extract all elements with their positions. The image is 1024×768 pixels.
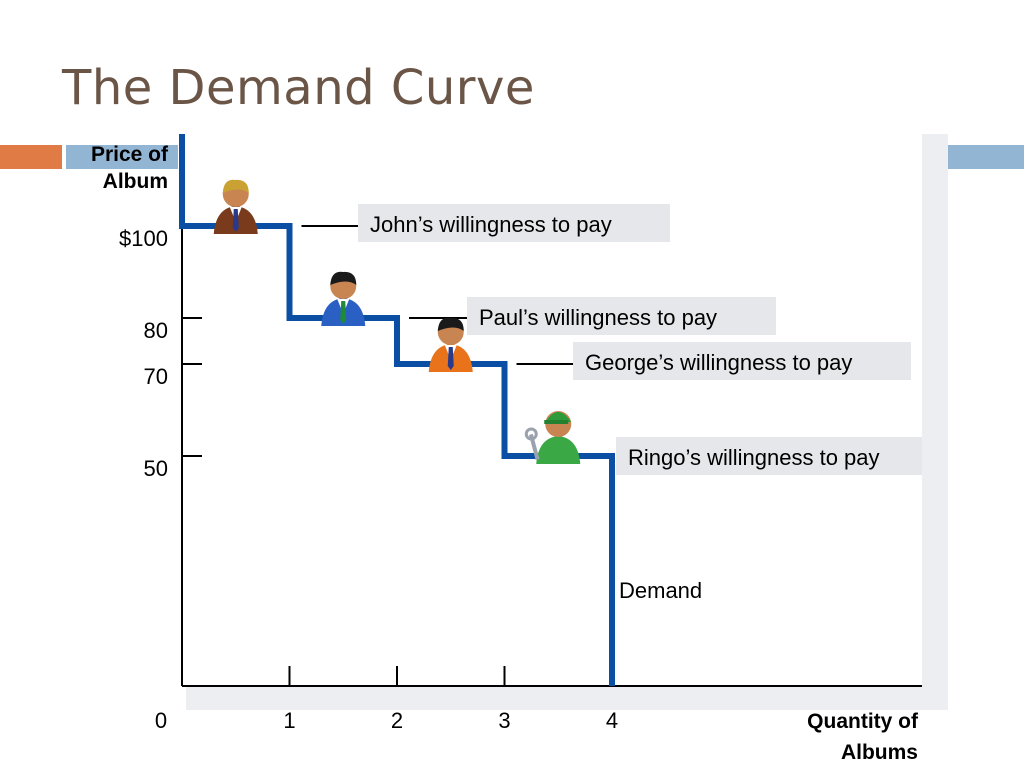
x-tick-label-3: 3 (498, 708, 510, 733)
accent-bar-right (948, 145, 1024, 169)
paul-wtp-label: Paul’s willingness to pay (467, 297, 776, 335)
y-tick-label-100: $100 (119, 226, 168, 251)
y-tick-label-80: 80 (144, 318, 168, 343)
businessman-orange-suit-icon (428, 317, 473, 372)
businessman-blue-suit-icon (321, 271, 366, 326)
x-tick-label-4: 4 (606, 708, 618, 733)
mechanic-green-icon (524, 411, 581, 464)
businessman-brown-suit-icon (213, 179, 258, 234)
x-tick-label-2: 2 (391, 708, 403, 733)
slide-title: The Demand Curve (62, 60, 535, 116)
y-tick-label-50: 50 (144, 456, 168, 481)
y-axis-label: Price of Album (90, 143, 168, 193)
x-tick-label-0: 0 (155, 708, 167, 733)
george-wtp-label: George’s willingness to pay (573, 342, 911, 380)
x-tick-label-1: 1 (283, 708, 295, 733)
demand-curve-label: Demand (619, 578, 703, 603)
accent-bar-left (0, 145, 62, 169)
ringo-wtp-label: Ringo’s willingness to pay (616, 437, 922, 475)
accent-bar-ylabel (66, 145, 178, 169)
x-axis-label: Quantity of Albums (807, 710, 918, 764)
john-wtp-label: John’s willingness to pay (358, 204, 670, 242)
y-tick-label-70: 70 (144, 364, 168, 389)
